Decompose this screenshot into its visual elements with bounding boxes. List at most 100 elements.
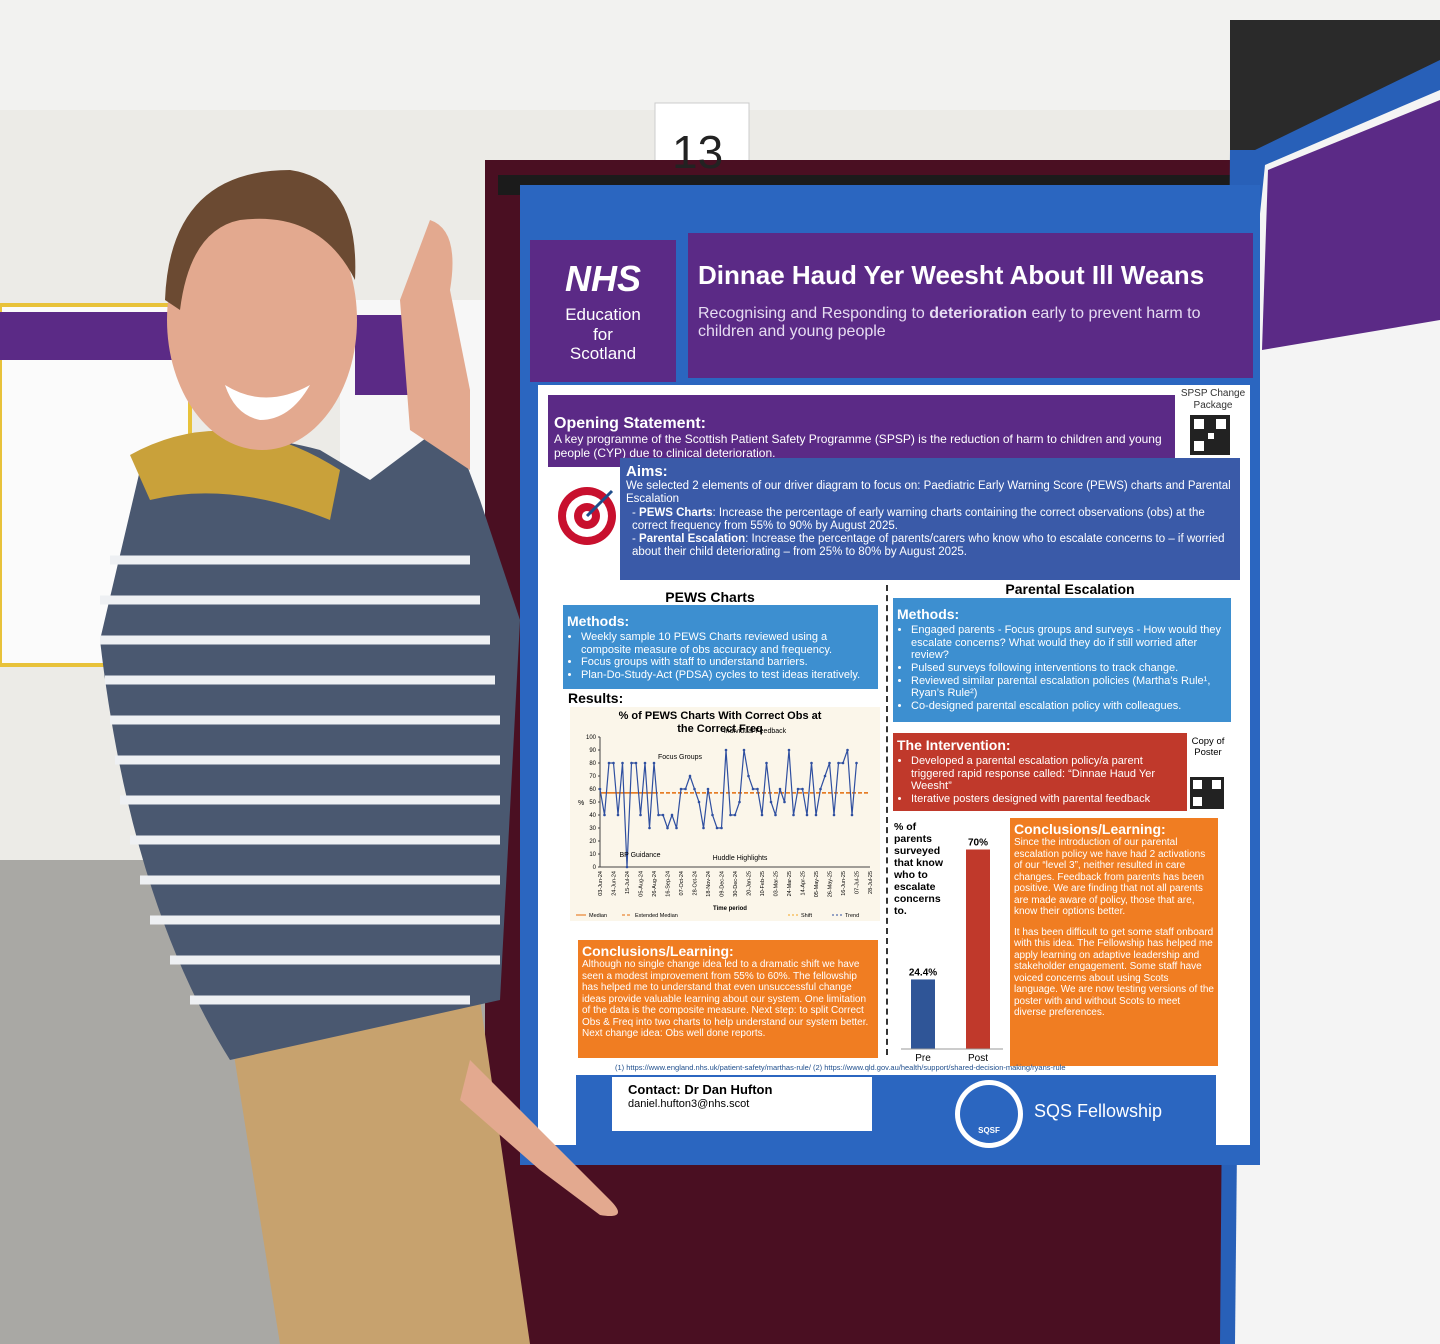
poster: NHS Education for Scotland Dinnae Haud Y… <box>520 185 1260 1165</box>
x-tick-label: 28-Jul-25 <box>868 871 874 894</box>
data-point <box>706 787 710 791</box>
data-point <box>603 813 606 817</box>
methods-heading: Methods: <box>567 613 630 629</box>
data-point <box>814 813 818 817</box>
aims-intro: We selected 2 elements of our driver dia… <box>626 480 1231 506</box>
aims-box: Aims: We selected 2 elements of our driv… <box>620 458 1240 580</box>
qr-code <box>1190 415 1230 455</box>
data-point <box>819 787 822 791</box>
list-item: Engaged parents - Focus groups and surve… <box>911 624 1227 662</box>
aim-text: : Increase the percentage of early warni… <box>632 506 1205 532</box>
aim-label: Parental Escalation <box>639 533 746 546</box>
annotation: Individual Feedback <box>724 728 787 735</box>
x-tick-label: 05-Aug-24 <box>639 871 645 897</box>
data-point <box>715 826 719 830</box>
contact-name: Contact: Dr Dan Hufton <box>628 1082 773 1097</box>
y-tick-label: 30 <box>589 826 596 832</box>
data-point <box>657 813 660 817</box>
methods-box: Methods: Engaged parents - Focus groups … <box>893 598 1231 722</box>
x-tick-label: 16-Jun-25 <box>841 871 847 896</box>
data-point <box>625 865 629 869</box>
x-tick-label: 26-May-25 <box>828 871 834 897</box>
data-point <box>670 813 674 817</box>
list-item: Weekly sample 10 PEWS Charts reviewed us… <box>581 631 874 656</box>
y-tick-label: 80 <box>589 761 596 767</box>
legend-label: Shift <box>801 913 812 919</box>
data-point <box>783 800 786 804</box>
x-tick-label: 07-Oct-24 <box>679 871 685 895</box>
x-tick-label: 10-Feb-25 <box>760 871 766 896</box>
sqsf-logo: SQSF <box>955 1080 1023 1148</box>
x-tick-label: 16-Sep-24 <box>666 871 672 897</box>
fellowship: SQS Fellowship <box>1034 1101 1163 1121</box>
list-item: Co-designed parental escalation policy w… <box>911 700 1227 713</box>
qr-label: SPSP Change Package <box>1180 388 1246 411</box>
contact-email: daniel.hufton3@nhs.scot <box>628 1097 750 1110</box>
aim-item: - PEWS Charts: Increase the percentage o… <box>632 506 1205 532</box>
x-tick-label: 09-Dec-24 <box>720 871 726 897</box>
logo-text: for <box>593 324 613 344</box>
data-point <box>702 826 705 830</box>
list-item: Focus groups with staff to understand ba… <box>581 656 874 669</box>
data-point <box>697 800 701 804</box>
data-point <box>630 761 633 765</box>
bar <box>911 979 935 1049</box>
data-point <box>801 787 804 791</box>
data-point <box>769 800 773 804</box>
legend-label: Median <box>589 913 607 919</box>
list-item: Reviewed similar parental escalation pol… <box>911 675 1227 700</box>
intervention-list: Developed a parental escalation policy/a… <box>897 755 1183 806</box>
data-point <box>733 813 737 817</box>
bar <box>966 849 990 1049</box>
data-point <box>639 813 642 817</box>
legend-label: Trend <box>845 913 859 919</box>
run-chart-box: % of PEWS Charts With Correct Obs at the… <box>570 707 880 921</box>
chart-title: % of PEWS Charts With Correct Obs at the… <box>618 710 822 735</box>
qr-code <box>1190 777 1224 809</box>
methods-heading: Methods: <box>897 606 960 622</box>
conclusions-text: Since the introduction of our parental e… <box>1014 837 1214 1019</box>
legend-label: Extended Median <box>635 913 678 919</box>
paragraph: It has been difficult to get some staff … <box>1014 926 1214 1019</box>
data-point <box>634 761 638 765</box>
data-point <box>720 826 723 830</box>
annotation: Huddle Highlights <box>713 855 768 862</box>
data-point <box>778 787 782 791</box>
annotation: BP Guidance <box>619 852 660 859</box>
data-point <box>756 787 759 791</box>
x-tick-label: 20-Jan-25 <box>747 871 753 896</box>
title-box: Dinnae Haud Yer Weesht About Ill Weans R… <box>688 233 1253 378</box>
bar-chart: 24.4% Pre 70% Post <box>901 838 1003 1064</box>
subtitle-text: Recognising and Responding to <box>698 304 930 322</box>
data-point <box>616 813 620 817</box>
category-label: Pre <box>915 1053 931 1064</box>
data-point <box>729 813 732 817</box>
data-point <box>765 761 768 765</box>
list-item: Pulsed surveys following interventions t… <box>911 662 1227 675</box>
x-axis-label: Time period <box>713 906 747 912</box>
copy-label: Copy of Poster <box>1191 736 1225 758</box>
data-point <box>742 748 746 752</box>
x-tick-label: 18-Nov-24 <box>706 871 712 897</box>
annotation: Focus Groups <box>658 754 702 761</box>
methods-list: Weekly sample 10 PEWS Charts reviewed us… <box>567 631 874 682</box>
data-point <box>666 826 669 830</box>
results-heading: Results: <box>568 690 624 706</box>
data-point <box>846 748 849 752</box>
sign-number: 13 <box>672 126 724 178</box>
subtitle-bold: deterioration <box>929 304 1028 322</box>
data-point <box>747 774 750 778</box>
y-tick-label: 50 <box>589 800 596 806</box>
data-point <box>724 748 728 752</box>
data-point <box>684 787 687 791</box>
title: Dinnae Haud Yer Weesht About Ill Weans <box>698 260 1205 290</box>
column-heading: Parental Escalation <box>1005 581 1135 597</box>
data-point <box>648 826 651 830</box>
divider <box>886 585 888 1055</box>
data-point <box>850 813 854 817</box>
data-point <box>693 787 696 791</box>
y-tick-label: 40 <box>589 813 596 819</box>
target-icon <box>558 487 616 545</box>
data-point <box>810 761 813 765</box>
